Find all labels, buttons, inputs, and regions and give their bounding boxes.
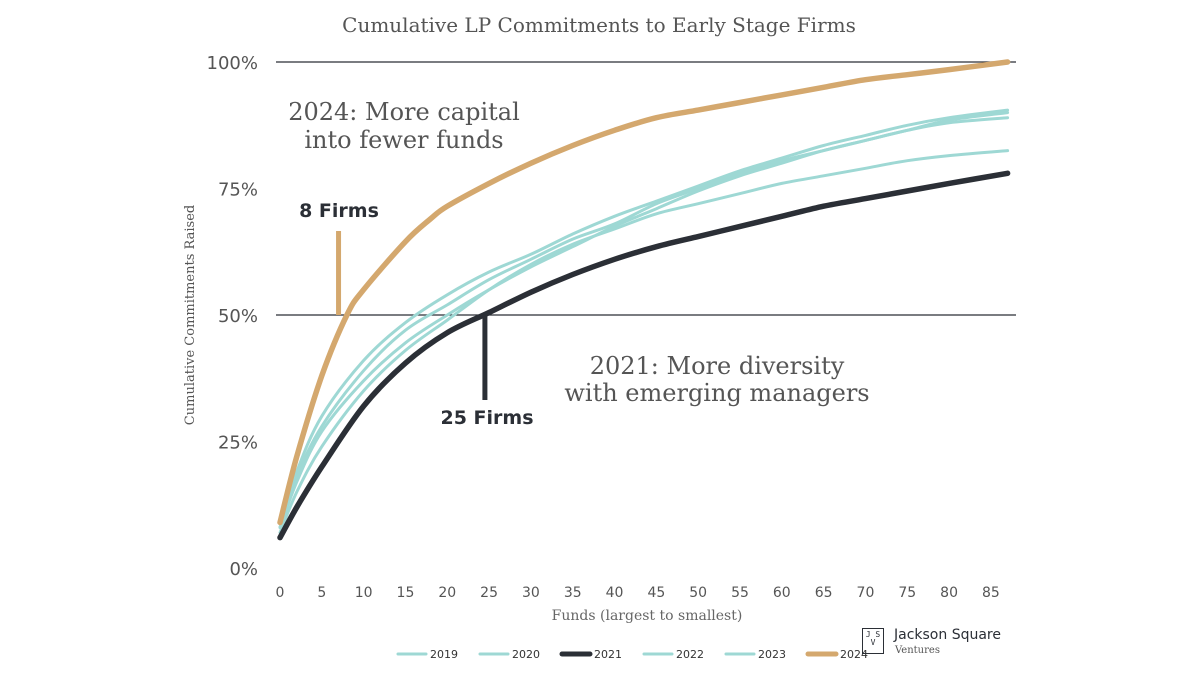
legend-label-2019: 2019 bbox=[430, 648, 458, 661]
x-tick-label: 80 bbox=[940, 585, 958, 601]
x-tick-label: 0 bbox=[276, 585, 285, 601]
legend-label-2023: 2023 bbox=[758, 648, 786, 661]
annotation-2021-line2: with emerging managers bbox=[564, 379, 869, 407]
x-tick-label: 45 bbox=[647, 585, 665, 601]
series-line-2021 bbox=[277, 170, 1011, 541]
series-line-2022 bbox=[278, 108, 1010, 529]
annotation-2021-line1: 2021: More diversity bbox=[590, 352, 845, 380]
line-chart: Cumulative LP Commitments to Early Stage… bbox=[183, 13, 1016, 661]
x-tick-label: 15 bbox=[397, 585, 415, 601]
x-tick-label: 40 bbox=[606, 585, 624, 601]
chart-title: Cumulative LP Commitments to Early Stage… bbox=[342, 13, 856, 37]
x-tick-label: 75 bbox=[898, 585, 916, 601]
x-tick-label: 30 bbox=[522, 585, 540, 601]
y-axis-label: Cumulative Commitments Raised bbox=[183, 205, 198, 425]
series-line-2024 bbox=[277, 59, 1011, 526]
x-tick-label: 60 bbox=[773, 585, 791, 601]
x-tick-label: 65 bbox=[815, 585, 833, 601]
x-tick-label: 25 bbox=[480, 585, 498, 601]
x-tick-label: 50 bbox=[689, 585, 707, 601]
y-tick-label: 0% bbox=[229, 559, 258, 580]
y-tick-label: 25% bbox=[218, 433, 258, 454]
legend-label-2020: 2020 bbox=[512, 648, 540, 661]
y-tick-label: 100% bbox=[207, 53, 258, 74]
logo-name: Jackson Square bbox=[894, 627, 1001, 643]
x-axis-label: Funds (largest to smallest) bbox=[552, 608, 743, 624]
x-tick-label: 55 bbox=[731, 585, 749, 601]
annotation-8-firms: 8 Firms bbox=[299, 200, 379, 222]
series-line-2020 bbox=[278, 116, 1010, 529]
x-tick-label: 5 bbox=[317, 585, 326, 601]
x-tick-label: 35 bbox=[564, 585, 582, 601]
series-line-2019 bbox=[278, 149, 1010, 535]
annotation-2024-line1: 2024: More capital bbox=[288, 98, 520, 126]
logo-mark-text: J S V bbox=[865, 630, 881, 647]
x-tick-label: 20 bbox=[438, 585, 456, 601]
x-tick-label: 70 bbox=[857, 585, 875, 601]
logo-mark: J S V bbox=[862, 628, 884, 654]
annotation-25-firms: 25 Firms bbox=[440, 407, 533, 429]
y-tick-label: 75% bbox=[218, 180, 258, 201]
series-line-2023 bbox=[278, 111, 1010, 529]
legend-label-2024: 2024 bbox=[840, 648, 868, 661]
y-tick-label: 50% bbox=[218, 306, 258, 327]
x-tick-label: 85 bbox=[982, 585, 1000, 601]
legend-label-2022: 2022 bbox=[676, 648, 704, 661]
logo-subtitle: Ventures bbox=[895, 645, 940, 656]
x-tick-label: 10 bbox=[355, 585, 373, 601]
legend-label-2021: 2021 bbox=[594, 648, 622, 661]
annotation-2024-line2: into fewer funds bbox=[304, 126, 503, 154]
chart-frame: Cumulative LP Commitments to Early Stage… bbox=[176, 0, 1026, 675]
